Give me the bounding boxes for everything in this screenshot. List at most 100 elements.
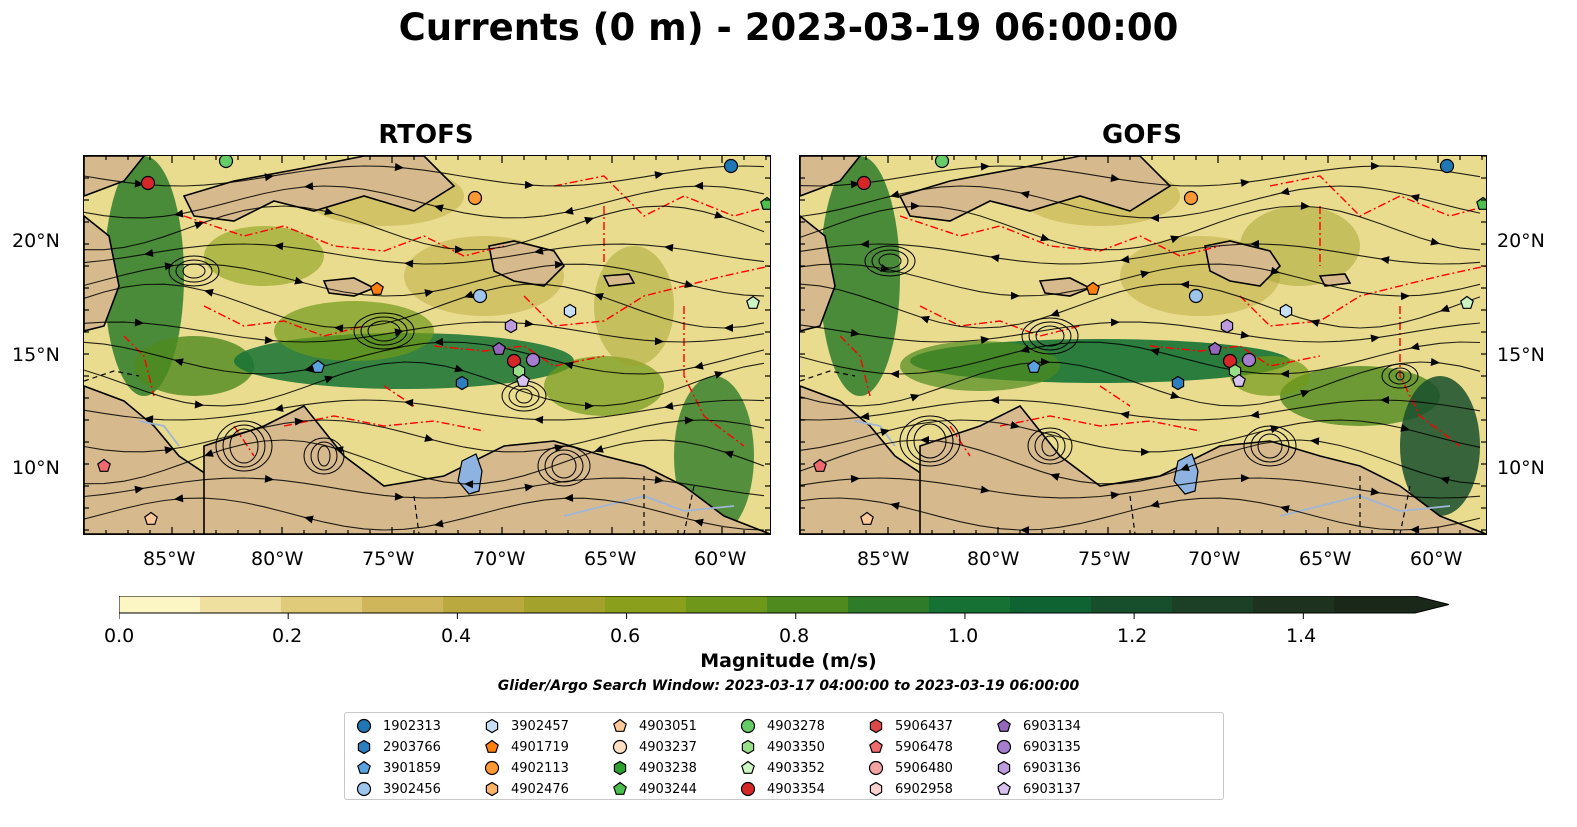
streamline-arrow [324,375,334,384]
legend-marker-icon [997,718,1011,732]
streamline-arrow [164,446,174,455]
float-marker-6903137 [1232,373,1246,387]
streamline [800,243,1481,265]
float-marker-6903136 [1220,318,1234,334]
land-mass [84,156,146,197]
legend-marker-icon [868,760,884,776]
legend-marker-icon [485,718,499,734]
float-marker-3901859 [1027,359,1041,373]
river [854,420,896,447]
float-marker-3902457 [1279,303,1293,319]
streamline-arrow [1410,194,1420,202]
streamline [84,283,765,329]
streamline-arrow [1300,201,1310,210]
eez-boundary [1239,265,1486,327]
streamline-arrow [1120,255,1130,264]
x-tick-label: 75°W [1078,548,1131,570]
eddy [1035,325,1065,347]
land-mass [602,273,636,287]
legend-label: 6903134 [1023,718,1081,734]
eez-boundary [919,305,1081,337]
colorbar-label: Magnitude (m/s) [700,650,877,672]
colorbar-tick-label: 0.2 [272,625,303,647]
legend-label: 1902313 [383,718,441,734]
streamline-arrow [1430,237,1440,246]
streamline-arrow [880,428,890,437]
colorbar-segment [443,596,525,613]
magnitude-blob [594,246,674,366]
y-tick-label: 15°N [12,344,60,366]
legend-marker-6903136 [997,760,1011,776]
eddy [1381,363,1419,389]
streamline-arrow [1040,357,1050,366]
legend-marker-icon [741,739,755,755]
streamline-arrow [664,402,674,410]
legend-item: 4901719 [483,737,569,757]
streamline-arrow [714,371,724,379]
legend-marker-6903137 [997,781,1011,795]
legend-label: 4903354 [767,781,825,797]
float-marker-5906478 [813,458,827,472]
legend-marker-icon [357,760,371,774]
colorbar-segment [1172,596,1254,613]
float-marker-4901719 [370,281,384,295]
x-tick-label: 60°W [1410,548,1463,570]
streamline [84,477,765,499]
streamline-arrow [1010,291,1020,300]
float-marker-4901719 [1086,281,1100,295]
eddy [229,428,259,464]
streamline [800,283,1481,329]
legend-label: 5906437 [895,718,953,734]
float-marker-1902313 [723,158,739,174]
legend-label: 3902456 [383,781,441,797]
y-tick-label: 20°N [1497,230,1545,252]
legend-label: 4903352 [767,760,825,776]
streamline-arrow [1410,525,1420,534]
streamline-arrow [1140,270,1150,279]
streamline-arrow [850,328,860,337]
streamline-arrow [1180,463,1190,471]
y-tick-label: 10°N [12,457,60,479]
eez-boundary [899,215,1221,257]
streamline-arrow [424,434,434,442]
streamline-arrow [334,446,344,455]
streamline-arrow [1400,292,1410,301]
panel-title-gofs: GOFS [1102,120,1182,150]
streamline-arrow [434,519,444,528]
streamline-arrow [534,246,544,255]
legend-item: 2903766 [355,737,441,757]
streamline-arrow [1050,473,1060,481]
streamline-arrow [174,494,184,503]
land-mass [84,214,120,332]
legend-marker-4903244 [613,781,627,795]
streamline-arrow [454,364,464,373]
eddy [353,312,415,350]
x-tick-label: 85°W [143,548,196,570]
x-tick-label: 65°W [1299,548,1352,570]
streamline-arrow [694,518,704,527]
colorbar-segment [281,596,363,613]
legend-label: 5906478 [895,739,953,755]
legend-label: 4902113 [511,760,569,776]
streamline [800,263,1481,297]
legend-item: 4903237 [611,737,697,757]
streamline-arrow [1440,304,1450,313]
eddy [1028,321,1072,351]
streamline-arrow [1170,235,1180,244]
streamline-arrow [990,395,1000,404]
streamline-arrow [890,370,900,379]
streamline-arrow [194,221,204,230]
streamline-arrow [434,337,444,346]
colorbar-segment [362,596,444,613]
streamline-arrow [654,337,664,346]
eez-boundary [683,306,745,447]
legend-item: 4903278 [739,716,825,736]
streamline-arrow [174,209,184,218]
streamline-arrow [394,163,404,172]
eddy [551,453,577,479]
streamline-arrow [890,190,900,199]
streamline [800,185,1481,219]
streamline [84,243,765,265]
streamline-arrow [850,474,860,483]
colorbar-segment [1091,596,1173,613]
